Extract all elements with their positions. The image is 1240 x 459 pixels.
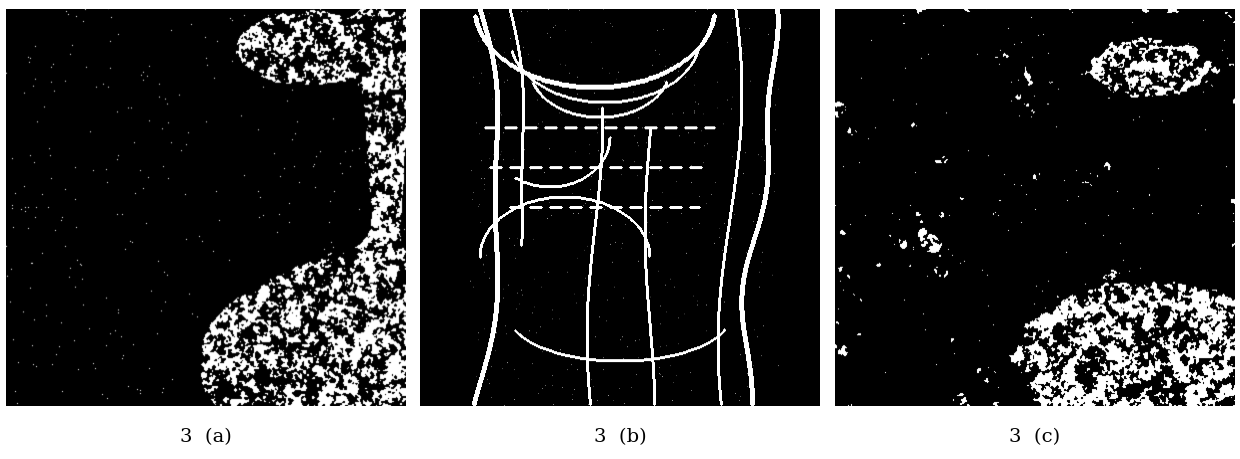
Text: 3  (a): 3 (a) bbox=[180, 428, 232, 446]
Text: 3  (c): 3 (c) bbox=[1008, 428, 1060, 446]
Text: 3  (b): 3 (b) bbox=[594, 428, 646, 446]
